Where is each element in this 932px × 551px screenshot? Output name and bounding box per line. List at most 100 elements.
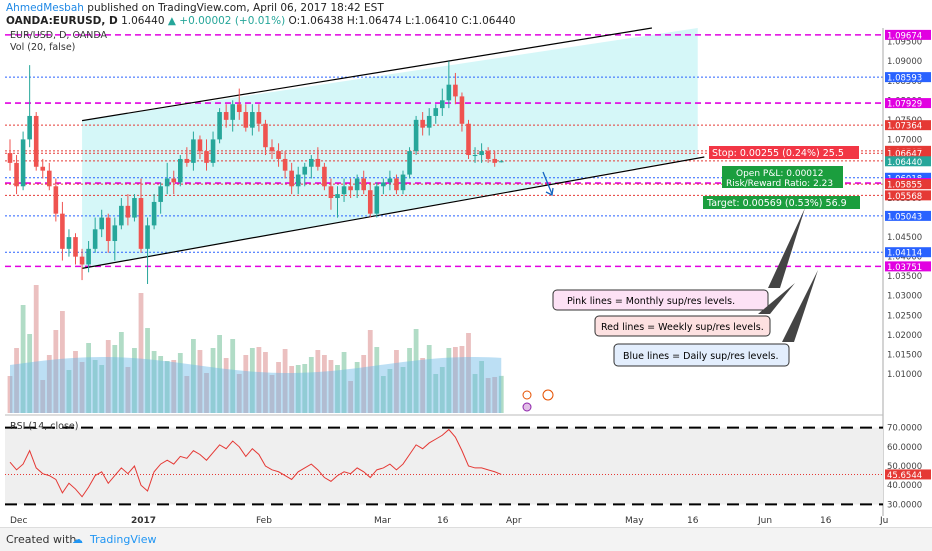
volume-bar [348,381,353,413]
volume-bar [249,348,255,413]
volume-bar [243,355,249,413]
level-tag-label: 1.08593 [887,74,922,84]
volume-bar [99,365,105,413]
level-tag [885,148,931,159]
candle-body [400,174,406,191]
created-with-text: Created with [6,533,77,546]
candle-body [178,158,183,183]
volume-bar [394,350,399,413]
event-icon [522,390,532,400]
level-tag [885,172,931,183]
volume-bar [164,361,170,413]
volume-bar [125,367,131,413]
volume-bar [433,374,439,413]
candle-body [354,178,360,191]
event-icon [522,402,532,412]
volume-bar [341,352,347,413]
level-tag-label: 1.07364 [887,122,922,132]
stop-text: Stop: 0.00255 (0.24%) 25.5 [712,148,844,159]
volume-bar [354,362,360,413]
pink-note-text: Pink lines = Monthly sup/res levels. [567,296,735,307]
volume-bar [210,348,216,413]
candle-body [426,115,432,128]
level-tag-label: 1.05855 [887,181,922,191]
candle-body [479,151,484,156]
volume-bar [184,376,190,413]
price-chart[interactable]: 1.095001.090001.085001.080001.075001.070… [0,0,932,527]
x-tick-label: 16 [437,516,449,526]
candle-body [420,119,425,128]
channel-upper-line [81,27,652,122]
rsi-tick-label: 60.0000 [887,443,922,453]
candle-body [341,186,347,195]
level-tag [885,190,931,201]
candle-body [99,217,104,230]
volume-bar [53,330,59,413]
candle-body [250,112,255,128]
volume-bar [335,365,340,413]
symbol-name: OANDA:EURUSD, D [6,15,118,27]
candle-body [40,166,46,171]
candle-body [348,186,353,191]
target-arrow [542,171,553,195]
volume-bar [374,347,380,413]
candle-body [27,115,32,140]
x-tick-label: Ju [879,516,888,526]
candle-body [295,174,301,187]
tradingview-brand[interactable]: TradingView [90,533,157,546]
volume-bar [400,367,406,413]
publish-text: published on TradingView.com, April 06, … [87,2,384,14]
volume-bar [426,345,432,413]
candle-body [498,161,504,163]
candle-body [66,237,72,249]
volume-bar [269,375,275,413]
volume-bar [263,352,268,413]
volume-bar [112,345,118,413]
price-tick-label: 1.09500 [887,38,922,48]
candle-body [381,182,386,187]
candle-body [335,194,340,199]
candle-body [14,162,19,187]
red-note-pointer [758,283,795,314]
price-tick-label: 1.02500 [887,311,922,321]
level-tag-label: 1.03751 [887,263,922,273]
chart-header: AhmedMesbah published on TradingView.com… [0,0,932,30]
volume-bar [276,362,281,413]
volume-bar [289,366,295,413]
author-name[interactable]: AhmedMesbah [6,2,84,14]
volume-bar [145,328,150,413]
candle-body [269,147,275,152]
candle-body [92,229,98,249]
pnl-box [722,166,843,188]
volume-bar [466,333,471,413]
candle-body [328,186,334,199]
level-tag [885,247,931,258]
level-tag-label: 1.04114 [887,249,922,259]
volume-bar [453,347,458,413]
blue-note-pointer [782,270,818,342]
volume-bar [33,285,39,413]
candle-body [243,112,249,128]
volume-bar [40,380,46,413]
volume-bar [118,332,124,413]
pnl-text: Open P&L: 0.00012 [736,169,823,179]
publish-info: AhmedMesbah published on TradingView.com… [6,2,384,14]
volume-bar [439,367,445,413]
candle-body [485,151,491,159]
candle-body [440,100,445,109]
rsi-value-label: 45.6544 [887,471,922,481]
candle-body [315,158,321,167]
stop-box [709,146,859,159]
tradingview-logo-icon[interactable]: ☁ [72,533,83,546]
candle-body [7,153,13,163]
target-text: Target: 0.00569 (0.53%) 56.9 [706,198,847,209]
candle-body [53,186,59,214]
volume-bar [459,346,465,413]
volume-bar [20,305,26,413]
volume-bar [46,355,52,413]
volume-bar [315,350,321,413]
x-tick-label: Mar [374,516,391,526]
volume-bar [14,348,19,413]
volume-bar [256,347,262,413]
candle-body [158,186,163,202]
